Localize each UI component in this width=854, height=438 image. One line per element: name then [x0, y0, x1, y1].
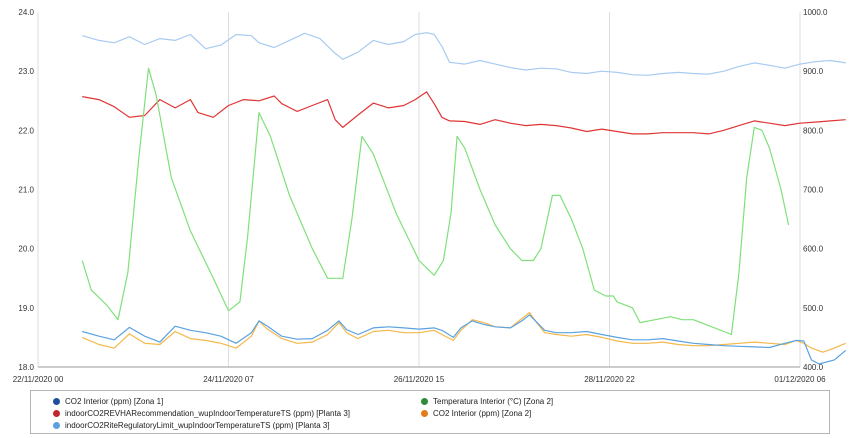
- series-group: [81, 32, 847, 365]
- legend-label: indoorCO2REVHARecommendation_wupIndoorTe…: [65, 409, 351, 418]
- right-y-tick-label: 800.0: [803, 126, 824, 135]
- left-y-tick-label: 18.0: [18, 363, 34, 372]
- right-y-tick-label: 700.0: [803, 186, 824, 195]
- x-tick-label: 01/12/2020 06: [774, 375, 826, 384]
- left-y-axis: 18.0 19.0 20.0 21.0 22.0 23.0 24.0: [18, 8, 34, 372]
- chart-grid: [37, 12, 801, 367]
- legend-item-temperature-zona2[interactable]: Temperatura Interior (°C) [Zona 2]: [421, 397, 553, 406]
- x-tick-label: 26/11/2020 15: [394, 375, 445, 384]
- left-y-tick-label: 24.0: [18, 8, 34, 17]
- x-axis: 22/11/2020 00 24/11/2020 07 26/11/2020 15 2…: [13, 375, 826, 384]
- right-y-tick-label: 600.0: [803, 245, 824, 254]
- legend-label: CO2 Interior (ppm) [Zona 1]: [65, 397, 164, 406]
- series-line: [82, 32, 846, 76]
- legend-label: CO2 Interior (ppm) [Zona 2]: [433, 409, 532, 418]
- legend-marker: [421, 410, 428, 417]
- legend-item-co2-zona2[interactable]: CO2 Interior (ppm) [Zona 2]: [421, 409, 531, 418]
- legend-label: indoorCO2RiteRegulatoryLimit_wupIndoorTe…: [65, 421, 330, 430]
- legend-item-rite-regulatory-limit[interactable]: indoorCO2RiteRegulatoryLimit_wupIndoorTe…: [53, 421, 330, 430]
- left-y-tick-label: 19.0: [18, 304, 34, 313]
- legend-marker: [53, 422, 60, 429]
- legend-marker: [421, 398, 428, 405]
- right-y-tick-label: 500.0: [803, 304, 824, 313]
- right-y-tick-label: 400.0: [803, 363, 824, 372]
- series-line: [81, 312, 846, 353]
- left-y-tick-label: 20.0: [18, 245, 34, 254]
- series-line: [81, 67, 790, 336]
- legend-item-co2-zona1[interactable]: CO2 Interior (ppm) [Zona 1]: [53, 397, 163, 406]
- right-y-axis: 400.0 500.0 600.0 700.0 800.0 900.0 1000.0: [803, 8, 828, 372]
- legend: CO2 Interior (ppm) [Zona 1] Temperatura …: [30, 390, 830, 434]
- x-tick-label: 22/11/2020 00: [13, 375, 64, 384]
- line-chart: 18.0 19.0 20.0 21.0 22.0 23.0 24.0 400.0 500.0 6…: [13, 8, 847, 384]
- x-tick-label: 28/11/2020 22: [584, 375, 635, 384]
- left-y-tick-label: 22.0: [18, 126, 34, 135]
- legend-marker: [53, 398, 60, 405]
- left-y-tick-label: 23.0: [18, 67, 34, 76]
- legend-label: Temperatura Interior (°C) [Zona 2]: [433, 397, 554, 406]
- left-y-tick-label: 21.0: [18, 186, 34, 195]
- series-line: [82, 91, 846, 135]
- legend-item-revha-recommendation[interactable]: indoorCO2REVHARecommendation_wupIndoorTe…: [53, 409, 350, 418]
- series-line: [82, 314, 847, 365]
- x-tick-label: 24/11/2020 07: [203, 375, 254, 384]
- right-y-tick-label: 900.0: [803, 67, 824, 76]
- legend-marker: [53, 410, 60, 417]
- right-y-tick-label: 1000.0: [803, 8, 828, 17]
